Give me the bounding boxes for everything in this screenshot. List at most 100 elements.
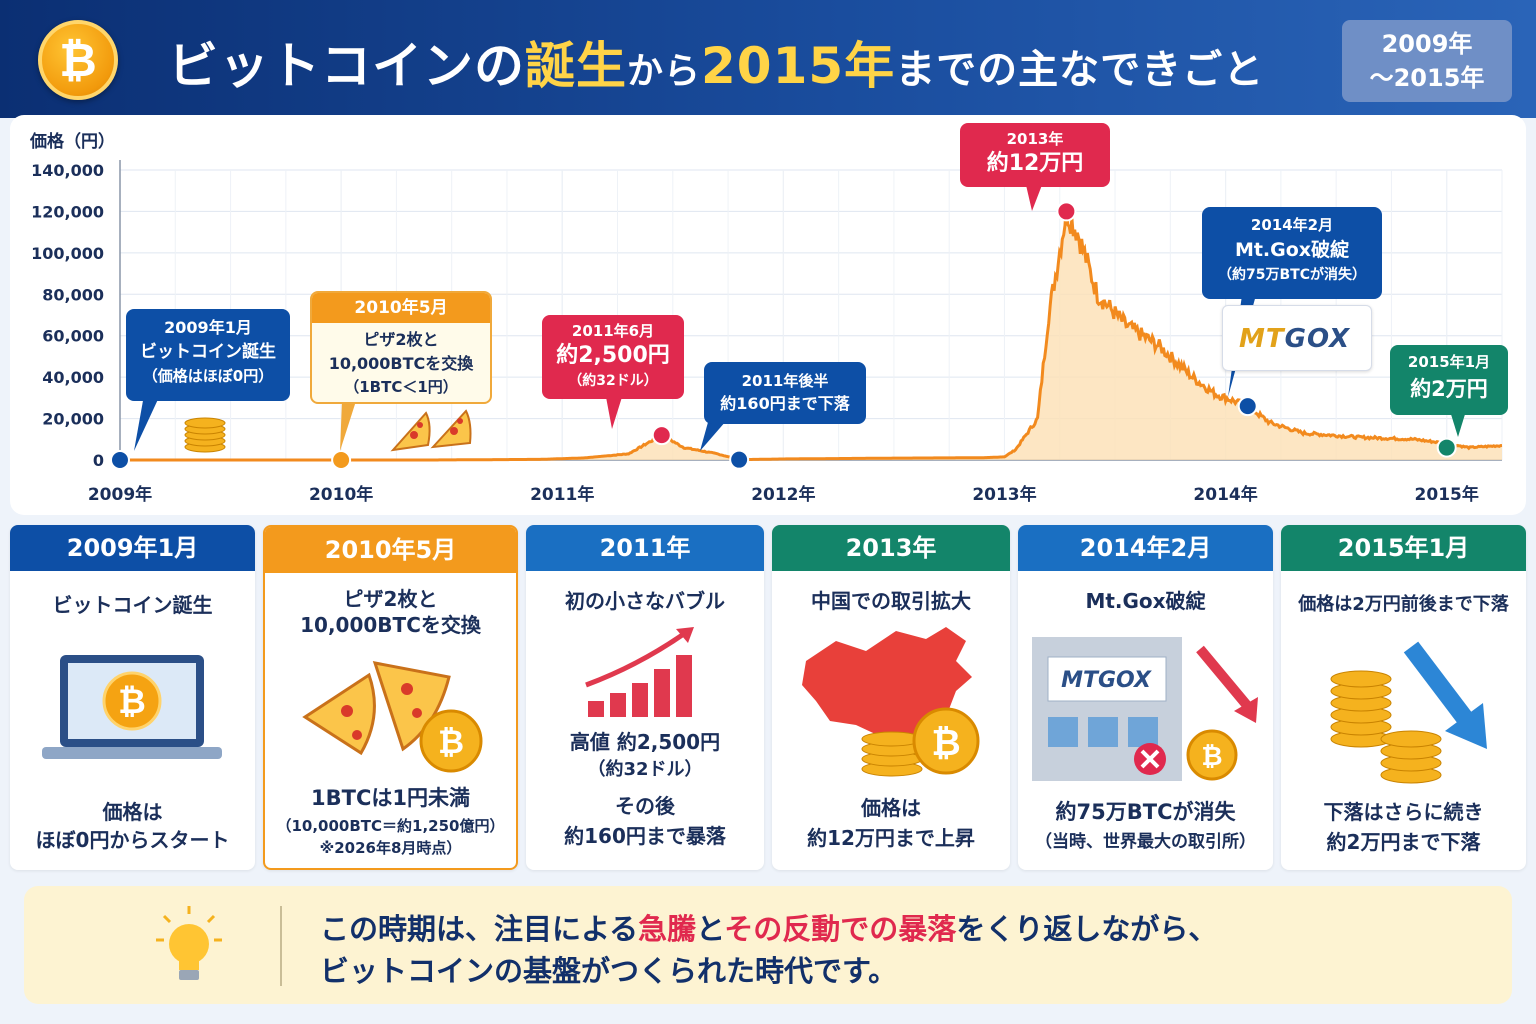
card-desc: 約2万円まで下落 — [1326, 830, 1481, 854]
callout-pointer — [134, 395, 160, 451]
summary-divider — [280, 906, 282, 986]
event-marker — [1237, 396, 1258, 417]
svg-text:MTGOX: MTGOX — [1061, 668, 1152, 693]
callout-pointer — [700, 415, 726, 451]
x-tick-label: 2013年 — [972, 484, 1036, 505]
summary-text: ビットコインの基盤がつくられた時代です。 — [320, 954, 898, 988]
callout-2014: 2014年2月 Mt.Gox破綻 （約75万BTCが消失） — [1202, 207, 1382, 299]
callout-2015: 2015年1月 約2万円 — [1390, 345, 1508, 415]
header: ₿ ビットコインの誕生から2015年までの主なできごと 2009年 ～2015年 — [0, 0, 1536, 118]
summary-highlight: その反動での暴落 — [724, 912, 957, 946]
card-note: （10,000BTC＝約1,250億円） — [276, 817, 505, 835]
card-desc: 価格は — [102, 800, 163, 824]
x-tick-label: 2012年 — [751, 484, 815, 505]
coin-stack-icon — [184, 417, 226, 453]
y-tick-label: 0 — [93, 451, 104, 470]
period-end: ～2015年 — [1369, 64, 1485, 92]
callout-note: （1BTC＜1円） — [344, 378, 458, 396]
y-tick-label: 140,000 — [31, 161, 104, 180]
callout-date: 2013年 — [1006, 130, 1064, 148]
event-marker — [729, 449, 750, 470]
callout-text: 約160円まで下落 — [720, 394, 850, 413]
pizza-bitcoin-icon: ₿ — [302, 661, 483, 773]
bitcoin-coin-icon: ₿ — [38, 20, 118, 100]
card-desc: 約160円まで暴落 — [564, 824, 726, 848]
card-header: 2011年 — [526, 525, 764, 571]
card-header: 2010年5月 — [265, 527, 516, 573]
callout-2013: 2013年 約12万円 — [960, 123, 1110, 187]
callout-note: （約32ドル） — [568, 373, 658, 389]
callout-2010: 2010年5月 ピザ2枚と 10,000BTCを交換 （1BTC＜1円） — [310, 291, 492, 404]
card-note: ※2026年8月時点） — [319, 839, 462, 857]
y-tick-label: 60,000 — [42, 327, 104, 346]
card-header: 2014年2月 — [1018, 525, 1273, 571]
event-card-2010: 2010年5月 ピザ2枚と 10,000BTCを交換 ₿ 1BTCは1円未満 （… — [263, 525, 518, 870]
event-card-2014: 2014年2月 Mt.Gox破綻 MTGOX ₿ 約75万BTCが消失 （当時、… — [1018, 525, 1273, 870]
callout-price: 約12万円 — [986, 151, 1084, 176]
callout-date: 2014年2月 — [1250, 216, 1334, 234]
card-subtitle: 初の小さなバブル — [565, 589, 725, 613]
card-desc: 下落はさらに続き — [1323, 800, 1484, 824]
callout-note: （約75万BTCが消失） — [1218, 267, 1366, 283]
callout-pointer — [340, 401, 356, 451]
summary-text: をくり返しながら、 — [956, 912, 1218, 946]
card-subtitle: ピザ2枚と — [343, 587, 438, 611]
page-title: ビットコインの誕生から2015年までの主なできごと — [168, 26, 1264, 98]
card-desc: 高値 約2,500円 — [569, 730, 721, 754]
y-tick-label: 100,000 — [31, 244, 104, 263]
period-start: 2009年 — [1381, 30, 1473, 58]
callout-text: ピザ2枚と — [363, 330, 439, 349]
card-desc: 約12万円まで上昇 — [807, 826, 975, 850]
card-desc: 1BTCは1円未満 — [311, 786, 470, 810]
card-subtitle: 中国での取引拡大 — [811, 589, 971, 613]
callout-2011-late: 2011年後半 約160円まで下落 — [704, 362, 866, 424]
callout-title: Mt.Gox破綻 — [1234, 239, 1350, 261]
callout-date: 2010年5月 — [312, 293, 490, 323]
callout-2009: 2009年1月 ビットコイン誕生 （価格はほぼ0円） — [126, 309, 290, 401]
title-part: ビットコインの — [168, 37, 525, 95]
callout-price: 約2,500円 — [556, 343, 670, 368]
callout-pointer — [1450, 411, 1466, 437]
y-tick-label: 40,000 — [42, 368, 104, 387]
event-card-2009: 2009年1月 ビットコイン誕生 ₿ 価格は ほぼ0円からスタート — [10, 525, 255, 870]
callout-date: 2011年6月 — [571, 322, 655, 340]
card-desc: 約75万BTCが消失 — [1055, 800, 1236, 824]
event-marker — [110, 450, 130, 470]
logo-gox: GOX — [1284, 324, 1351, 354]
event-marker — [651, 425, 672, 446]
card-header: 2013年 — [772, 525, 1010, 571]
card-desc: その後 — [615, 794, 675, 818]
card-desc: ほぼ0円からスタート — [35, 828, 230, 852]
mtgox-logo-card: MTGOX — [1222, 305, 1372, 371]
event-card-2013: 2013年 中国での取引拡大 ₿ 価格は 約12万円まで上昇 — [772, 525, 1010, 870]
title-highlight: 誕生 — [525, 37, 627, 95]
callout-pointer — [606, 397, 622, 429]
y-axis-label: 価格（円） — [29, 131, 115, 152]
x-tick-label: 2010年 — [309, 484, 373, 505]
callout-2011: 2011年6月 約2,500円 （約32ドル） — [542, 315, 684, 399]
logo-mt: MT — [1239, 324, 1285, 354]
title-highlight: 2015年 — [701, 37, 896, 95]
card-subtitle: ビットコイン誕生 — [52, 593, 213, 617]
y-tick-label: 120,000 — [31, 202, 104, 221]
x-tick-label: 2015年 — [1415, 484, 1479, 505]
summary-line-1: この時期は、注目による急騰とその反動での暴落をくり返しながら、 — [320, 906, 1217, 948]
card-note: （当時、世界最大の取引所） — [1035, 832, 1256, 852]
callout-date: 2009年1月 — [164, 318, 252, 337]
card-desc: 価格は — [861, 796, 921, 820]
svg-text:₿: ₿ — [1201, 742, 1222, 772]
china-map-bitcoin-icon: ₿ — [802, 627, 980, 777]
event-marker — [331, 450, 352, 470]
callout-note: （価格はほぼ0円） — [142, 367, 274, 385]
card-note: （約32ドル） — [587, 759, 703, 780]
summary-box: この時期は、注目による急騰とその反動での暴落をくり返しながら、 ビットコインの基… — [24, 886, 1512, 1004]
callout-date: 2015年1月 — [1407, 353, 1491, 371]
svg-text:₿: ₿ — [118, 682, 146, 722]
pizza-icon — [390, 409, 472, 452]
svg-text:₿: ₿ — [931, 723, 960, 764]
laptop-bitcoin-icon: ₿ — [42, 655, 222, 759]
summary-highlight: 急騰 — [638, 912, 697, 946]
callout-date: 2011年後半 — [741, 372, 829, 390]
callout-price: 約2万円 — [1410, 377, 1488, 401]
title-part: から — [627, 51, 702, 92]
